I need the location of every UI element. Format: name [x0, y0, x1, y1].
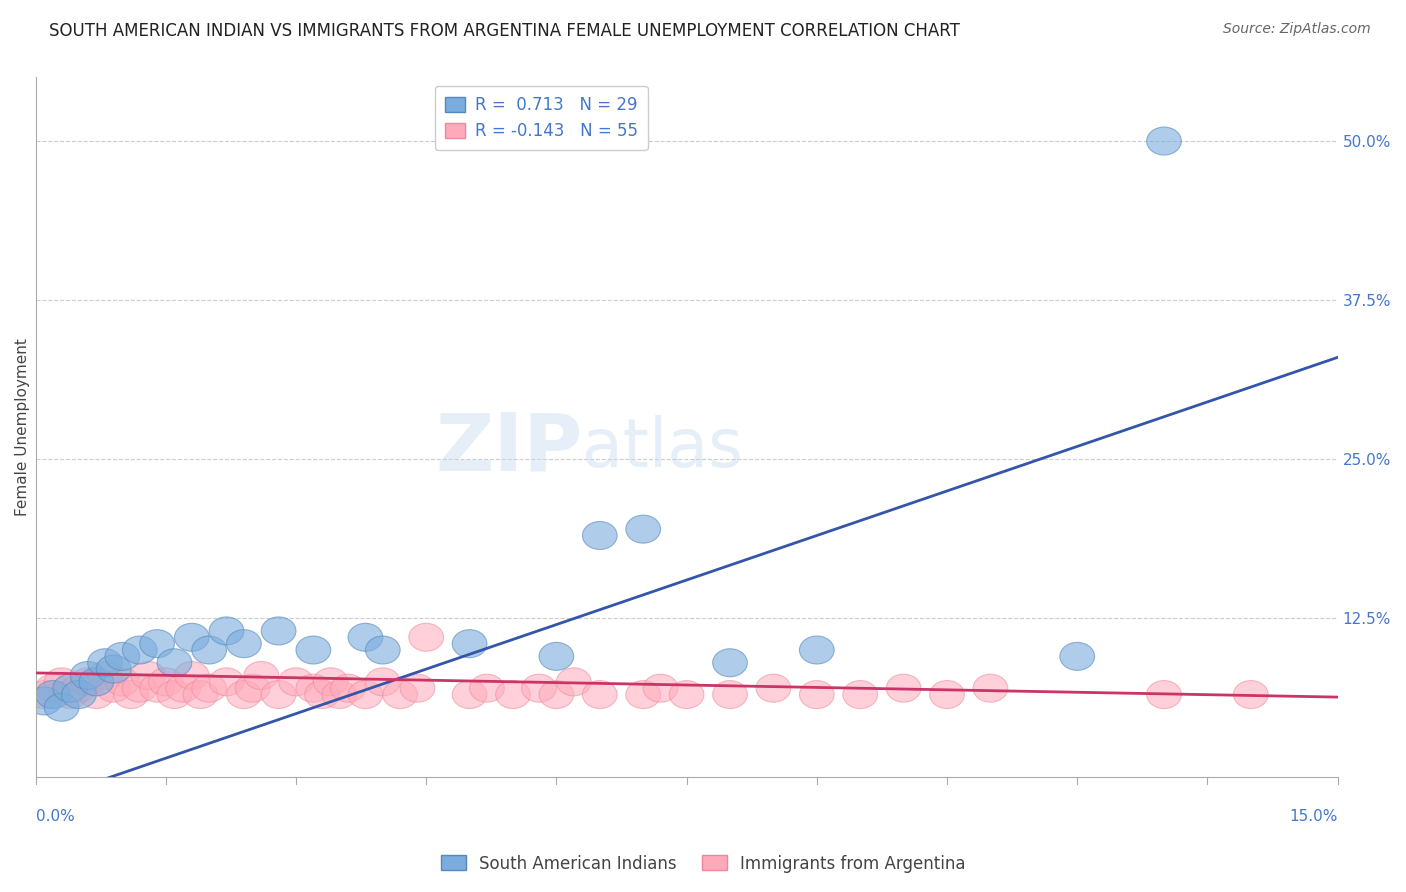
Ellipse shape	[1233, 681, 1268, 708]
Ellipse shape	[87, 662, 122, 690]
Ellipse shape	[643, 674, 678, 702]
Legend: R =  0.713   N = 29, R = -0.143   N = 55: R = 0.713 N = 29, R = -0.143 N = 55	[434, 86, 648, 150]
Ellipse shape	[105, 668, 139, 696]
Ellipse shape	[800, 636, 834, 664]
Ellipse shape	[496, 681, 530, 708]
Text: 15.0%: 15.0%	[1289, 809, 1337, 824]
Ellipse shape	[35, 674, 70, 702]
Ellipse shape	[756, 674, 790, 702]
Ellipse shape	[582, 681, 617, 708]
Ellipse shape	[1060, 642, 1095, 671]
Ellipse shape	[139, 630, 174, 657]
Ellipse shape	[226, 630, 262, 657]
Ellipse shape	[522, 674, 557, 702]
Ellipse shape	[453, 630, 486, 657]
Ellipse shape	[366, 636, 401, 664]
Text: 0.0%: 0.0%	[35, 809, 75, 824]
Ellipse shape	[174, 624, 209, 651]
Ellipse shape	[297, 636, 330, 664]
Ellipse shape	[669, 681, 704, 708]
Ellipse shape	[262, 617, 297, 645]
Ellipse shape	[166, 674, 201, 702]
Ellipse shape	[582, 522, 617, 549]
Ellipse shape	[349, 624, 382, 651]
Legend: South American Indians, Immigrants from Argentina: South American Indians, Immigrants from …	[434, 848, 972, 880]
Ellipse shape	[87, 648, 122, 677]
Ellipse shape	[538, 681, 574, 708]
Ellipse shape	[105, 642, 139, 671]
Ellipse shape	[382, 681, 418, 708]
Ellipse shape	[209, 617, 243, 645]
Ellipse shape	[278, 668, 314, 696]
Ellipse shape	[349, 681, 382, 708]
Ellipse shape	[886, 674, 921, 702]
Ellipse shape	[401, 674, 434, 702]
Ellipse shape	[97, 674, 131, 702]
Ellipse shape	[139, 674, 174, 702]
Ellipse shape	[114, 681, 149, 708]
Ellipse shape	[79, 681, 114, 708]
Ellipse shape	[149, 668, 183, 696]
Ellipse shape	[183, 681, 218, 708]
Ellipse shape	[626, 516, 661, 543]
Ellipse shape	[62, 681, 97, 708]
Ellipse shape	[44, 668, 79, 696]
Ellipse shape	[305, 681, 339, 708]
Ellipse shape	[409, 624, 443, 651]
Ellipse shape	[1147, 127, 1181, 155]
Text: atlas: atlas	[582, 416, 744, 482]
Ellipse shape	[62, 674, 97, 702]
Ellipse shape	[538, 642, 574, 671]
Text: ZIP: ZIP	[436, 409, 582, 487]
Text: Source: ZipAtlas.com: Source: ZipAtlas.com	[1223, 22, 1371, 37]
Ellipse shape	[262, 681, 297, 708]
Ellipse shape	[53, 674, 87, 702]
Ellipse shape	[79, 668, 114, 696]
Ellipse shape	[35, 681, 70, 708]
Ellipse shape	[70, 668, 105, 696]
Ellipse shape	[713, 681, 748, 708]
Ellipse shape	[27, 681, 62, 708]
Ellipse shape	[191, 636, 226, 664]
Ellipse shape	[626, 681, 661, 708]
Ellipse shape	[191, 674, 226, 702]
Ellipse shape	[209, 668, 243, 696]
Ellipse shape	[235, 674, 270, 702]
Ellipse shape	[27, 687, 62, 714]
Ellipse shape	[557, 668, 591, 696]
Ellipse shape	[122, 674, 157, 702]
Ellipse shape	[157, 681, 191, 708]
Text: SOUTH AMERICAN INDIAN VS IMMIGRANTS FROM ARGENTINA FEMALE UNEMPLOYMENT CORRELATI: SOUTH AMERICAN INDIAN VS IMMIGRANTS FROM…	[49, 22, 960, 40]
Ellipse shape	[330, 674, 366, 702]
Ellipse shape	[97, 655, 131, 683]
Ellipse shape	[842, 681, 877, 708]
Ellipse shape	[1147, 681, 1181, 708]
Ellipse shape	[322, 681, 357, 708]
Ellipse shape	[70, 662, 105, 690]
Ellipse shape	[243, 662, 278, 690]
Ellipse shape	[53, 681, 87, 708]
Ellipse shape	[973, 674, 1008, 702]
Ellipse shape	[713, 648, 748, 677]
Ellipse shape	[131, 662, 166, 690]
Ellipse shape	[453, 681, 486, 708]
Ellipse shape	[314, 668, 349, 696]
Ellipse shape	[157, 648, 191, 677]
Y-axis label: Female Unemployment: Female Unemployment	[15, 338, 30, 516]
Ellipse shape	[366, 668, 401, 696]
Ellipse shape	[800, 681, 834, 708]
Ellipse shape	[122, 636, 157, 664]
Ellipse shape	[929, 681, 965, 708]
Ellipse shape	[297, 674, 330, 702]
Ellipse shape	[226, 681, 262, 708]
Ellipse shape	[470, 674, 505, 702]
Ellipse shape	[174, 662, 209, 690]
Ellipse shape	[44, 693, 79, 722]
